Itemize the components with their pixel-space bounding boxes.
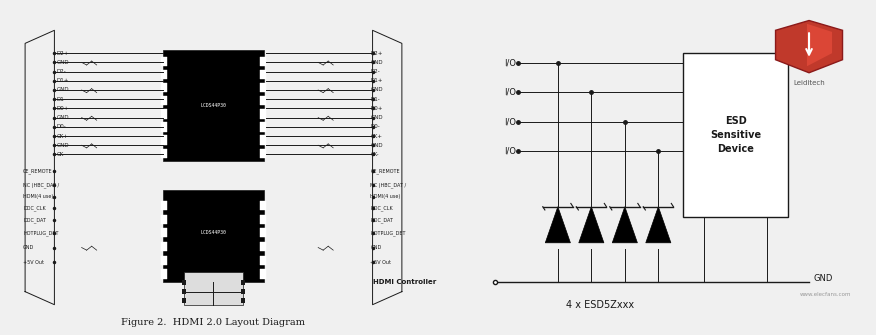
- Text: CK+: CK+: [371, 134, 383, 138]
- Bar: [161, 122, 167, 132]
- Bar: [259, 214, 265, 224]
- Bar: [161, 269, 167, 279]
- Bar: [161, 148, 167, 158]
- Text: CE_REMOTE: CE_REMOTE: [371, 168, 400, 174]
- Bar: [161, 70, 167, 79]
- Bar: [163, 50, 264, 161]
- Text: GND: GND: [23, 245, 34, 250]
- Text: Leiditech: Leiditech: [793, 80, 825, 85]
- Bar: [161, 228, 167, 238]
- Text: D0+: D0+: [56, 106, 69, 111]
- Bar: [259, 135, 265, 145]
- Text: HOTPLUG_DET: HOTPLUG_DET: [371, 230, 406, 236]
- Text: GND: GND: [56, 60, 69, 65]
- Bar: [259, 96, 265, 106]
- Bar: [161, 57, 167, 66]
- Text: GND: GND: [56, 143, 69, 148]
- Text: DDC_CLK: DDC_CLK: [371, 205, 393, 211]
- Text: GND: GND: [56, 87, 69, 92]
- Text: +5V Out: +5V Out: [23, 260, 44, 265]
- Text: HDMI(4 use): HDMI(4 use): [23, 194, 53, 199]
- Bar: [161, 256, 167, 265]
- Bar: [259, 269, 265, 279]
- Text: 4 x ESD5Zxxx: 4 x ESD5Zxxx: [566, 300, 633, 310]
- Text: NC (HBC_DAT /: NC (HBC_DAT /: [23, 183, 60, 188]
- Text: LCDS44P30: LCDS44P30: [201, 103, 226, 108]
- Bar: [259, 148, 265, 158]
- Text: I/O: I/O: [504, 117, 516, 126]
- Bar: [259, 57, 265, 66]
- Bar: [163, 190, 264, 282]
- Bar: [259, 109, 265, 119]
- Text: Figure 2.  HDMI 2.0 Layout Diagram: Figure 2. HDMI 2.0 Layout Diagram: [122, 318, 306, 327]
- Text: GND: GND: [371, 60, 383, 65]
- Text: D2+: D2+: [56, 51, 69, 56]
- Polygon shape: [646, 207, 671, 243]
- Bar: [241, 298, 245, 303]
- Text: www.elecfans.com: www.elecfans.com: [800, 292, 851, 297]
- Bar: [182, 298, 187, 303]
- Text: CE_REMOTE: CE_REMOTE: [23, 168, 53, 174]
- Text: D2+: D2+: [371, 51, 383, 56]
- Bar: [182, 289, 187, 294]
- Text: CK+: CK+: [56, 134, 68, 138]
- Text: HOTPLUG_DET: HOTPLUG_DET: [23, 230, 59, 236]
- Text: D0-: D0-: [56, 124, 67, 129]
- Bar: [259, 242, 265, 251]
- Text: I/O: I/O: [504, 59, 516, 67]
- Text: GND: GND: [371, 87, 383, 92]
- Text: LCDS44P30: LCDS44P30: [201, 230, 226, 235]
- Text: HDMI(4 use): HDMI(4 use): [371, 194, 400, 199]
- Bar: [259, 228, 265, 238]
- Bar: [259, 122, 265, 132]
- Text: GND: GND: [371, 245, 382, 250]
- Bar: [161, 109, 167, 119]
- Bar: [161, 96, 167, 106]
- Text: HDMI Controller: HDMI Controller: [372, 279, 436, 285]
- Text: DDC_DAT: DDC_DAT: [23, 217, 46, 223]
- Polygon shape: [775, 20, 843, 73]
- Text: D2-: D2-: [371, 69, 380, 74]
- Text: D0+: D0+: [371, 106, 383, 111]
- Text: DDC_CLK: DDC_CLK: [23, 205, 46, 211]
- Text: D1-: D1-: [56, 97, 67, 102]
- Bar: [184, 272, 243, 305]
- Bar: [241, 280, 245, 285]
- Bar: [683, 53, 788, 216]
- Text: D2-: D2-: [56, 69, 67, 74]
- Bar: [259, 256, 265, 265]
- Bar: [161, 201, 167, 210]
- Text: GND: GND: [813, 274, 832, 283]
- Text: GND: GND: [56, 115, 69, 120]
- Bar: [241, 289, 245, 294]
- Text: D1+: D1+: [56, 78, 69, 83]
- Text: D0-: D0-: [371, 124, 380, 129]
- Text: DDC_DAT: DDC_DAT: [371, 217, 393, 223]
- Text: D1-: D1-: [371, 97, 380, 102]
- Text: CK-: CK-: [371, 152, 379, 157]
- Polygon shape: [807, 24, 832, 66]
- Text: CK-: CK-: [56, 152, 65, 157]
- Bar: [259, 201, 265, 210]
- Bar: [161, 214, 167, 224]
- Bar: [161, 135, 167, 145]
- Text: GND: GND: [371, 143, 383, 148]
- Bar: [161, 242, 167, 251]
- Polygon shape: [545, 207, 570, 243]
- Text: GND: GND: [371, 115, 383, 120]
- Polygon shape: [612, 207, 638, 243]
- Bar: [182, 280, 187, 285]
- Text: NC (HBC_DAT /: NC (HBC_DAT /: [371, 183, 406, 188]
- Text: I/O: I/O: [504, 88, 516, 97]
- Text: +5V Out: +5V Out: [371, 260, 392, 265]
- Bar: [259, 83, 265, 92]
- Text: I/O: I/O: [504, 147, 516, 156]
- Bar: [259, 70, 265, 79]
- Text: D1+: D1+: [371, 78, 383, 83]
- Bar: [161, 83, 167, 92]
- Text: ESD
Sensitive
Device: ESD Sensitive Device: [710, 116, 761, 154]
- Polygon shape: [579, 207, 604, 243]
